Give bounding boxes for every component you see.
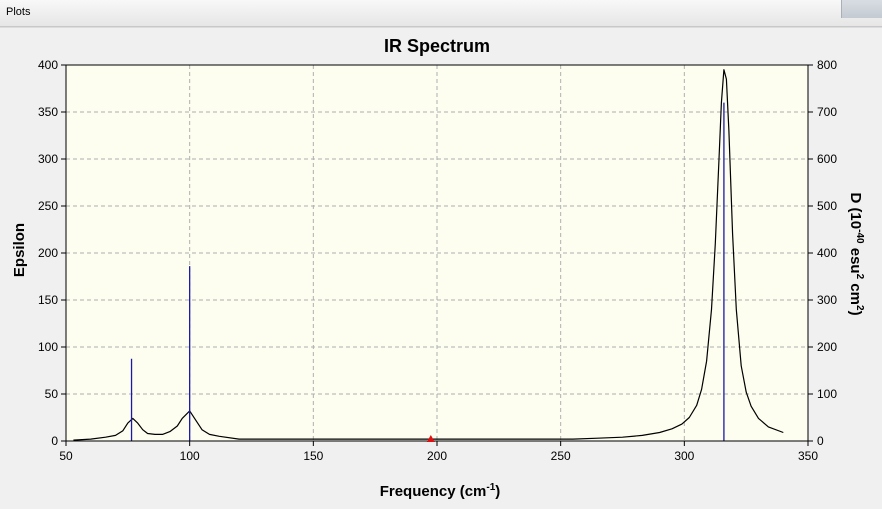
x-tick-label: 150 [303,449,323,463]
x-tick-label: 200 [427,449,447,463]
y-left-tick-label: 300 [38,152,58,166]
y-left-tick-label: 250 [38,199,58,213]
spectrum-curve [73,69,784,441]
y-right-tick-label: 400 [817,246,837,260]
window-titlebar: Plots [0,0,882,27]
plot-panel: IR Spectrum 50 100 150 200 250 300 350 0 50 100 15… [0,27,882,509]
x-tick-label: 50 [59,449,73,463]
y-right-tick-label: 300 [817,293,837,307]
y-left-tick-label: 200 [38,246,58,260]
grid-lines [66,64,808,441]
y-axis-right-label: D (10-40 esu2 cm2) [847,192,865,315]
spectrum-curve-layer [73,69,784,441]
y-right-tick-label: 0 [817,434,824,448]
window-title: Plots [6,6,31,18]
y-left-tick-label: 50 [45,387,59,401]
x-tick-label: 250 [551,449,571,463]
x-axis-label: Frequency (cm-1) [380,482,501,500]
axis-ticks: 50 100 150 200 250 300 35005010015020025030035… [38,58,837,463]
y-left-tick-label: 350 [38,105,58,119]
stick-layer [130,102,725,441]
x-tick-label: 350 [798,449,818,463]
y-right-tick-label: 500 [817,199,837,213]
y-right-tick-label: 100 [817,387,837,401]
y-left-tick-label: 100 [38,340,58,354]
y-right-tick-label: 600 [817,152,837,166]
y-left-tick-label: 400 [38,58,58,72]
y-axis-left-label: Epsilon [11,223,28,277]
marker-layer[interactable] [426,435,435,442]
ir-spectrum-chart[interactable]: IR Spectrum 50 100 150 200 250 300 35005010015… [0,28,882,509]
y-left-tick-label: 0 [51,434,58,448]
chart-title: IR Spectrum [384,36,490,56]
y-right-tick-label: 700 [817,105,837,119]
y-left-tick-label: 150 [38,293,58,307]
position-marker-icon[interactable] [426,435,435,442]
close-button[interactable] [841,0,882,18]
x-tick-label: 100 [180,449,200,463]
y-right-tick-label: 200 [817,340,837,354]
y-right-tick-label: 800 [817,58,837,72]
x-tick-label: 300 [674,449,694,463]
